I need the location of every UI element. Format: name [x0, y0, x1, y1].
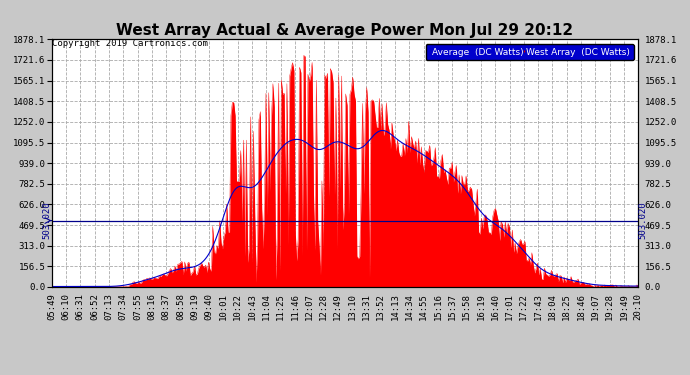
Text: Copyright 2019 Cartronics.com: Copyright 2019 Cartronics.com — [52, 39, 208, 48]
Legend: Average  (DC Watts), West Array  (DC Watts): Average (DC Watts), West Array (DC Watts… — [426, 44, 633, 60]
Text: 503.020: 503.020 — [42, 202, 51, 239]
Text: 503.020: 503.020 — [639, 202, 648, 239]
Title: West Array Actual & Average Power Mon Jul 29 20:12: West Array Actual & Average Power Mon Ju… — [117, 23, 573, 38]
